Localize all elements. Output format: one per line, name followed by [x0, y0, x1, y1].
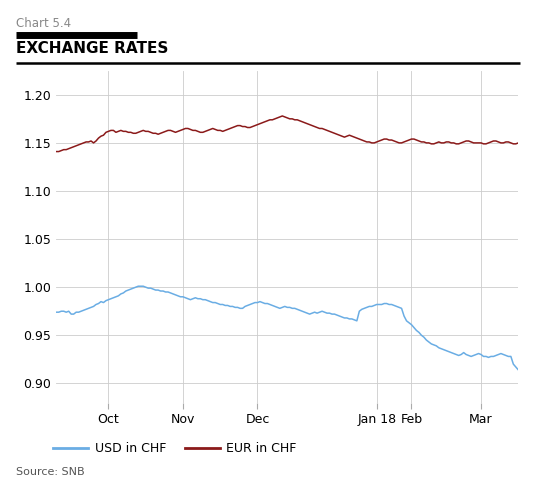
Text: EXCHANGE RATES: EXCHANGE RATES	[16, 41, 168, 57]
Text: Chart 5.4: Chart 5.4	[16, 17, 71, 30]
Legend: USD in CHF, EUR in CHF: USD in CHF, EUR in CHF	[53, 442, 296, 455]
Text: Source: SNB: Source: SNB	[16, 468, 85, 477]
